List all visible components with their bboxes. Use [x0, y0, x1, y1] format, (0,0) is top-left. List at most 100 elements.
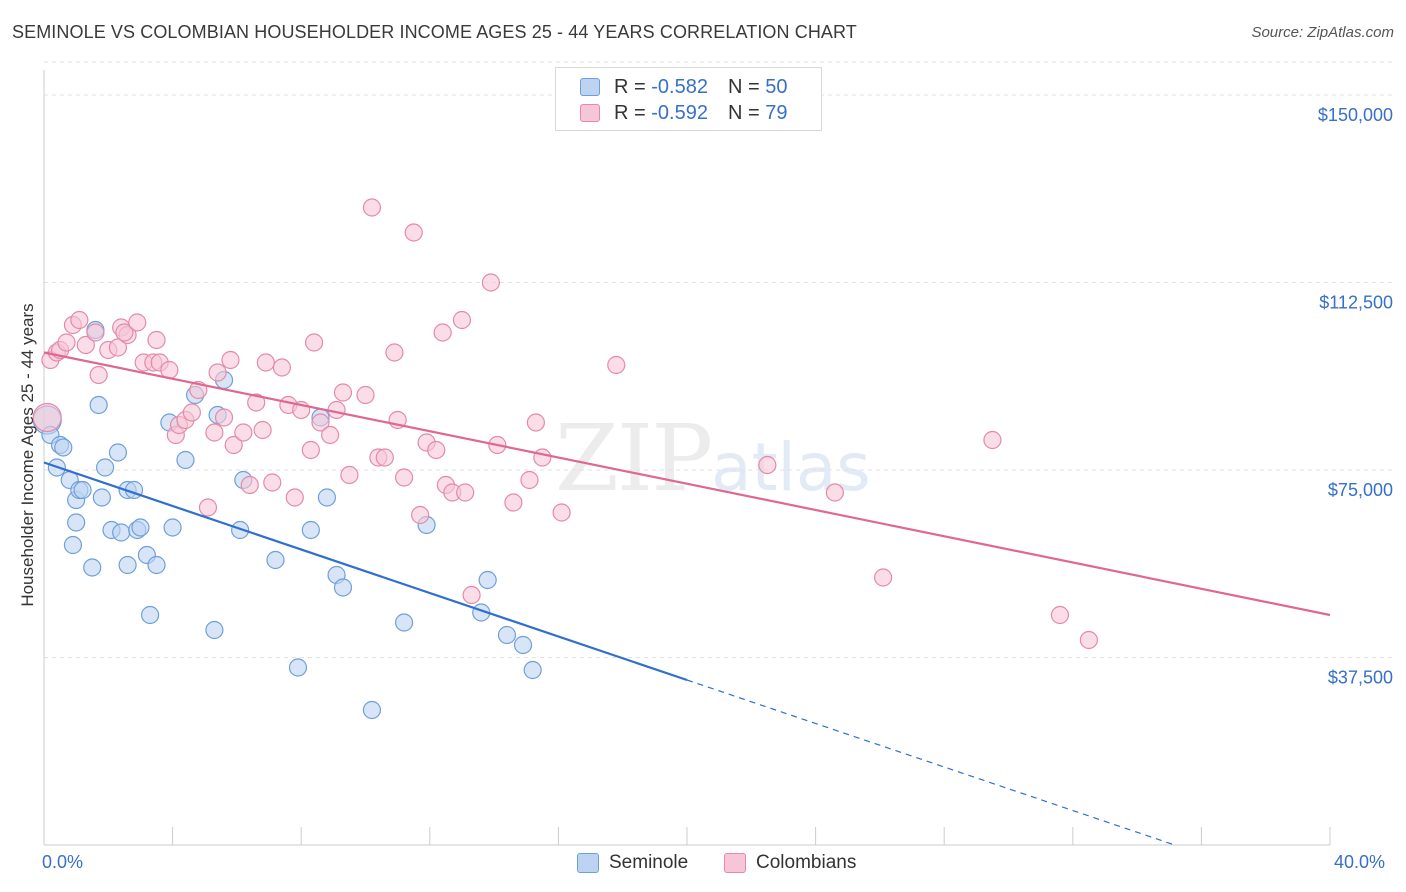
data-point-colombians: [552, 503, 571, 522]
legend-row-colombians: R = -0.592 N = 79: [580, 101, 787, 125]
data-point-colombians: [301, 440, 320, 460]
trend-line-colombians: [43, 351, 1331, 617]
data-point-colombians: [205, 423, 224, 442]
data-point-seminole: [92, 488, 111, 507]
data-point-colombians: [874, 568, 893, 587]
data-point-colombians: [214, 408, 234, 427]
legend-r-value-colombians: -0.592: [651, 101, 708, 124]
data-point-colombians: [89, 365, 108, 385]
data-point-colombians: [983, 430, 1002, 450]
data-point-seminole: [118, 555, 137, 575]
data-point-colombians: [340, 465, 359, 485]
legend-swatch-colombians: [580, 104, 600, 122]
data-point-colombians: [481, 273, 500, 292]
data-point-seminole: [63, 535, 83, 555]
bottom-legend-swatch-seminole: [577, 853, 599, 873]
data-point-seminole: [523, 660, 542, 680]
y-tick-label: $112,500: [1319, 293, 1393, 313]
legend-n-value-colombians: 79: [765, 101, 788, 124]
data-point-colombians: [234, 423, 253, 442]
y-tick-label: $37,500: [1328, 668, 1393, 688]
data-point-seminole: [140, 605, 160, 625]
data-point-seminole: [54, 438, 73, 457]
data-point-seminole: [513, 635, 533, 655]
data-point-colombians: [57, 333, 76, 352]
data-point-colombians: [272, 358, 292, 377]
data-point-colombians: [208, 363, 227, 382]
data-point-colombians: [256, 353, 275, 372]
watermark-zip: ZIP: [555, 405, 713, 512]
data-point-seminole: [176, 450, 195, 470]
data-point-colombians: [115, 323, 134, 342]
data-point-seminole: [67, 513, 86, 532]
data-point-seminole: [288, 658, 308, 677]
data-point-seminole: [362, 700, 382, 720]
data-point-colombians: [253, 420, 272, 440]
data-point-seminole: [266, 550, 285, 570]
data-point-colombians: [520, 470, 539, 490]
data-point-colombians: [285, 488, 304, 507]
data-point-colombians: [224, 435, 243, 455]
chart-title: SEMINOLE VS COLOMBIAN HOUSEHOLDER INCOME…: [12, 22, 857, 42]
data-point-colombians: [607, 355, 626, 375]
data-point-seminole: [317, 488, 337, 507]
data-point-seminole: [394, 613, 414, 632]
data-point-colombians: [427, 440, 446, 460]
data-point-colombians: [247, 393, 266, 412]
data-point-colombians: [240, 475, 259, 495]
legend-n-value-seminole: 50: [765, 75, 788, 98]
data-point-seminole: [89, 395, 108, 415]
y-axis-label: Householder Income Ages 25 - 44 years: [18, 303, 37, 607]
data-point-colombians: [263, 473, 282, 492]
data-point-colombians: [1079, 630, 1098, 650]
data-point-seminole: [112, 523, 131, 542]
data-point-colombians: [32, 402, 62, 433]
data-point-colombians: [758, 455, 777, 475]
correlation-legend: R = -0.582 N = 50 R = -0.592 N = 79: [555, 67, 822, 131]
data-point-colombians: [70, 310, 89, 330]
data-point-colombians: [433, 323, 452, 342]
data-point-colombians: [526, 413, 545, 432]
data-point-seminole: [147, 555, 166, 575]
watermark: ZIPatlas: [555, 405, 871, 512]
data-point-colombians: [411, 505, 430, 525]
data-point-colombians: [221, 350, 240, 370]
legend-n-label: N =: [727, 75, 760, 98]
data-point-colombians: [375, 448, 394, 467]
legend-swatch-seminole: [580, 78, 600, 96]
legend-r-label: R =: [614, 75, 646, 98]
data-point-seminole: [131, 518, 150, 537]
bottom-legend-label-seminole: Seminole: [609, 852, 689, 873]
data-point-seminole: [95, 458, 115, 477]
data-point-seminole: [83, 558, 102, 577]
data-point-colombians: [452, 310, 472, 330]
data-point-colombians: [108, 338, 128, 357]
data-point-colombians: [198, 498, 218, 517]
data-point-colombians: [362, 198, 382, 217]
data-point-colombians: [321, 425, 340, 445]
legend-n-label: N =: [727, 101, 760, 124]
data-point-colombians: [533, 448, 552, 467]
x-axis-max-label: 40.0%: [1334, 852, 1386, 872]
bottom-legend-label-colombians: Colombians: [756, 852, 857, 873]
data-point-seminole: [108, 443, 128, 462]
bottom-legend-colombians: Colombians: [724, 852, 856, 874]
data-point-colombians: [356, 385, 375, 405]
data-point-seminole: [163, 518, 182, 537]
data-point-seminole: [231, 520, 250, 540]
y-tick-label: $150,000: [1318, 105, 1393, 125]
data-point-colombians: [385, 343, 404, 362]
legend-r-label: R =: [614, 101, 646, 124]
data-point-colombians: [394, 468, 414, 487]
bottom-legend-seminole: Seminole: [577, 852, 688, 874]
legend-row-seminole: R = -0.582 N = 50: [580, 75, 787, 99]
data-point-colombians: [1050, 605, 1070, 625]
data-point-colombians: [304, 333, 324, 352]
data-point-seminole: [497, 625, 517, 645]
data-point-colombians: [462, 585, 481, 605]
data-point-colombians: [86, 323, 105, 342]
data-point-seminole: [73, 480, 92, 500]
data-point-colombians: [825, 483, 844, 502]
trend-line-seminole: [43, 461, 688, 682]
